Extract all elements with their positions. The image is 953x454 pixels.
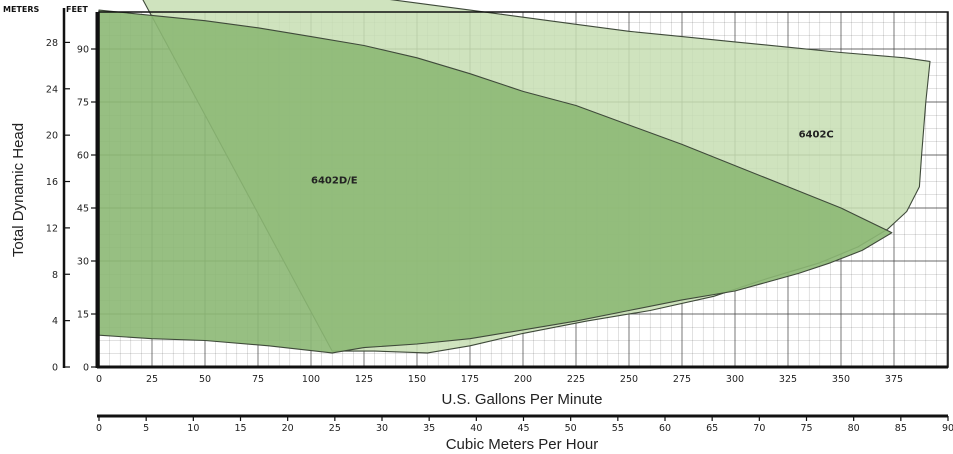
x2-tick-label: 35 [423, 423, 435, 434]
feet-tick-label: 60 [77, 151, 89, 162]
x-tick-label: 375 [885, 374, 903, 385]
meters-tick-label: 28 [46, 38, 58, 49]
meters-tick-label: 0 [52, 363, 58, 374]
x2-tick-label: 5 [143, 423, 149, 434]
feet-tick-label: 0 [83, 363, 89, 374]
x2-tick-label: 40 [470, 423, 482, 434]
x-tick-label: 25 [146, 374, 158, 385]
meters-tick-label: 8 [52, 270, 58, 281]
x2-tick-label: 75 [800, 423, 812, 434]
x-tick-label: 200 [514, 374, 532, 385]
feet-tick-label: 75 [77, 98, 89, 109]
x-tick-label: 125 [355, 374, 373, 385]
x-tick-label: 75 [252, 374, 264, 385]
x2-tick-label: 25 [329, 423, 341, 434]
x-tick-label: 275 [673, 374, 691, 385]
x2-tick-label: 15 [234, 423, 246, 434]
x2-tick-label: 45 [517, 423, 529, 434]
meters-tick-label: 12 [46, 223, 58, 234]
data-regions: 6402C 6402D/E [98, 0, 931, 354]
feet-tick-label: 15 [77, 310, 89, 321]
x2-tick-label: 10 [187, 423, 199, 434]
region-label: 6402D/E [311, 175, 358, 186]
x2-tick-label: 65 [706, 423, 718, 434]
meters-tick-label: 32 [46, 0, 58, 3]
feet-tick-label: 30 [77, 257, 89, 268]
x2-tick-label: 70 [753, 423, 765, 434]
meters-tick-label: 24 [46, 84, 58, 95]
axes: 0481216202428323640015304560759010512013… [46, 0, 953, 434]
x-axis-label: U.S. Gallons Per Minute [442, 391, 603, 408]
x2-tick-label: 90 [942, 423, 953, 434]
x-tick-label: 0 [96, 374, 102, 385]
region-6402d-e [98, 9, 893, 354]
region-label: 6402C [799, 129, 834, 140]
x2-axis-label: Cubic Meters Per Hour [446, 436, 599, 453]
x-tick-label: 50 [199, 374, 211, 385]
meters-tick-label: 20 [46, 131, 58, 142]
x2-tick-label: 20 [282, 423, 294, 434]
x-tick-label: 350 [832, 374, 850, 385]
x-tick-label: 175 [461, 374, 479, 385]
x2-tick-label: 80 [848, 423, 860, 434]
feet-header: FEET [66, 5, 88, 14]
x-tick-label: 250 [620, 374, 638, 385]
x2-tick-label: 50 [565, 423, 577, 434]
feet-tick-label: 90 [77, 45, 89, 56]
meters-header: METERS [3, 5, 40, 14]
x-tick-label: 100 [302, 374, 320, 385]
y-axis-label: Total Dynamic Head [10, 123, 27, 257]
x2-tick-label: 85 [895, 423, 907, 434]
meters-tick-label: 16 [46, 177, 58, 188]
x-tick-label: 300 [726, 374, 744, 385]
x2-tick-label: 30 [376, 423, 388, 434]
x-tick-label: 225 [567, 374, 585, 385]
x2-tick-label: 60 [659, 423, 671, 434]
feet-tick-label: 45 [77, 204, 89, 215]
x2-tick-label: 0 [96, 423, 102, 434]
x-tick-label: 325 [779, 374, 797, 385]
x-tick-label: 150 [408, 374, 426, 385]
x2-tick-label: 55 [612, 423, 624, 434]
feet-tick-label: 105 [71, 0, 89, 3]
meters-tick-label: 4 [52, 316, 58, 327]
